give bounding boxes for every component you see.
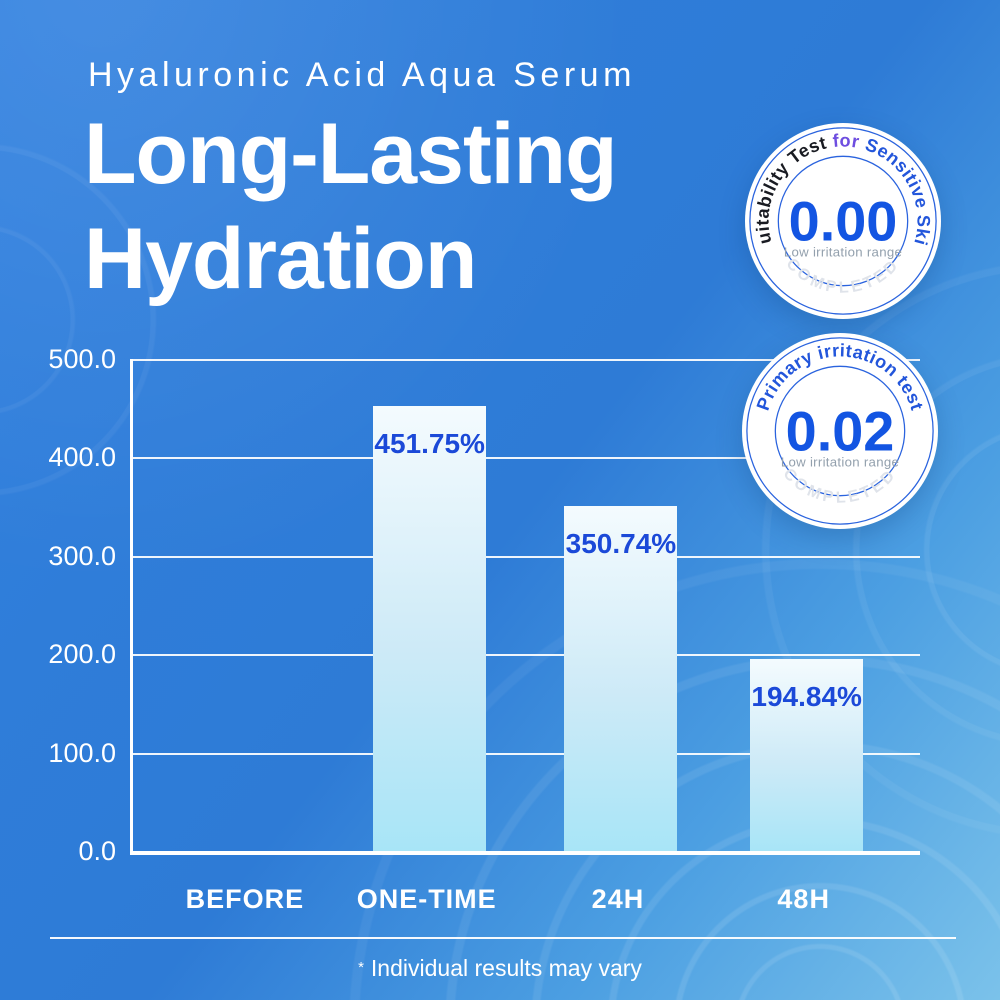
badge-inner-ring bbox=[777, 155, 909, 287]
asterisk-icon: * bbox=[358, 959, 364, 976]
x-category-label: ONE-TIME bbox=[356, 884, 497, 914]
bar-24h: 350.74% bbox=[564, 505, 678, 851]
y-tick-label: 200.0 bbox=[48, 639, 116, 670]
y-tick-label: 100.0 bbox=[48, 737, 116, 768]
badge-seal-icon: Primary irritation test 0.02 Low irritat… bbox=[746, 337, 934, 525]
bar-value-label: 194.84% bbox=[751, 681, 862, 713]
gridline bbox=[133, 654, 920, 657]
bar-48h: 194.84% bbox=[750, 659, 864, 851]
badge-caption: Low irritation range bbox=[781, 454, 899, 469]
bar-one-time: 451.75% bbox=[373, 406, 487, 851]
x-category-label: 48H bbox=[777, 884, 830, 914]
gridline bbox=[133, 555, 920, 558]
y-tick-label: 500.0 bbox=[48, 344, 116, 374]
footer-note-text: Individual results may vary bbox=[370, 955, 642, 981]
plot-area: 451.75% 350.74% 194.84% bbox=[130, 359, 920, 855]
badge-seal-icon: Suitability Test for Sensitive Skin 0.00… bbox=[745, 123, 937, 315]
badge-score: 0.00 bbox=[789, 190, 898, 253]
suitability-test-badge: Suitability Test for Sensitive Skin 0.00… bbox=[745, 123, 941, 319]
primary-irritation-test-badge: Primary irritation test 0.02 Low irritat… bbox=[742, 333, 938, 529]
gridline bbox=[133, 359, 920, 361]
badge-status: COMPLETED bbox=[783, 255, 904, 297]
gridline bbox=[133, 457, 920, 460]
page-title-line2: Hydration bbox=[84, 211, 477, 307]
gridline bbox=[133, 752, 920, 755]
badge-outer-ring bbox=[746, 337, 934, 525]
y-tick-label: 0.0 bbox=[78, 836, 116, 866]
page-title-line1: Long-Lasting bbox=[84, 106, 618, 202]
bar-value-label: 451.75% bbox=[374, 428, 485, 460]
footer-note: * Individual results may vary bbox=[0, 955, 1000, 982]
bar-value-label: 350.74% bbox=[565, 527, 677, 559]
x-category-label: BEFORE bbox=[185, 884, 305, 914]
product-name: Hyaluronic Acid Aqua Serum bbox=[88, 56, 636, 94]
x-category-label: 24H bbox=[591, 884, 645, 914]
y-tick-label: 400.0 bbox=[48, 442, 116, 473]
y-axis-labels: 0.0 100.0 200.0 300.0 400.0 500.0 bbox=[0, 344, 116, 866]
badge-outer-ring bbox=[749, 127, 937, 315]
footer-divider bbox=[50, 937, 956, 939]
y-tick-label: 300.0 bbox=[48, 540, 116, 571]
badge-status: COMPLETED bbox=[780, 465, 901, 507]
badge-inner-ring bbox=[774, 365, 906, 497]
badge-score: 0.02 bbox=[786, 400, 895, 463]
page-title: Long-Lasting Hydration bbox=[84, 102, 618, 312]
x-axis-labels: BEFORE ONE-TIME 24H 48H bbox=[130, 884, 920, 924]
badge-caption: Low irritation range bbox=[784, 244, 902, 259]
